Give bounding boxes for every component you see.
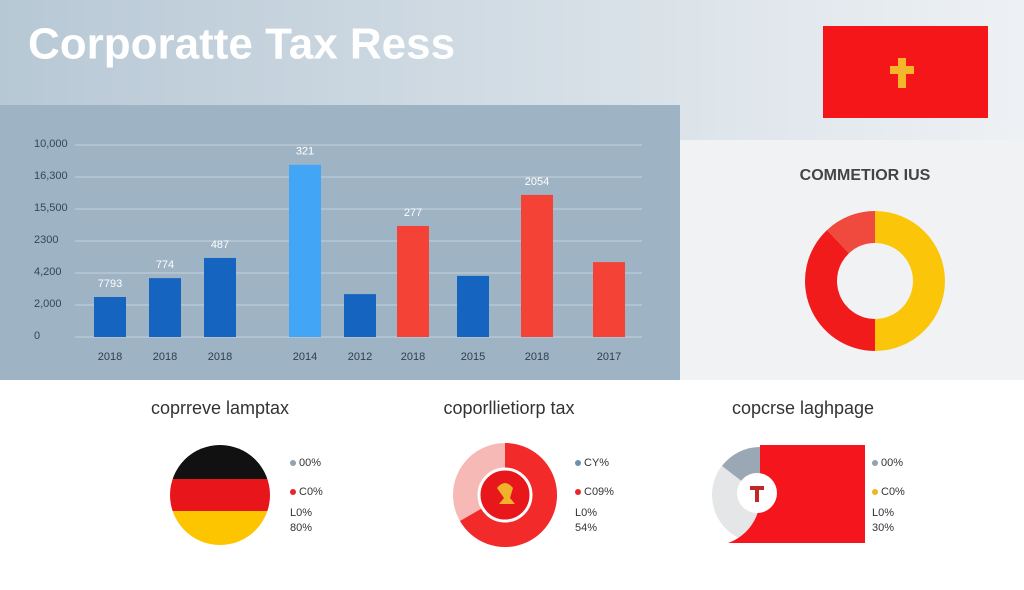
donut-title: COMMETIOR IUS <box>800 167 931 184</box>
x-tick-label: 2018 <box>525 351 549 363</box>
x-tick-label: 2018 <box>208 351 232 363</box>
bar <box>94 297 126 337</box>
data-label: 487 <box>211 239 229 251</box>
y-tick-label: 15,500 <box>34 202 68 214</box>
legend-label: C0% <box>881 486 905 498</box>
y-tick-label: 10,000 <box>34 138 68 150</box>
donut-segment <box>875 211 945 351</box>
y-tick-label: 2,000 <box>34 298 62 310</box>
x-tick-label: 2012 <box>348 351 372 363</box>
bar <box>289 164 321 337</box>
legend-label: L0% <box>290 507 312 519</box>
legend-label: C09% <box>584 486 614 498</box>
flag-circle <box>170 445 270 545</box>
panel-title: copcrse laghpage <box>732 398 874 418</box>
bar <box>457 275 489 337</box>
pie-emblem <box>750 486 764 502</box>
page-title: Corporatte Tax Ress <box>28 20 455 69</box>
y-tick-label: 16,300 <box>34 170 68 182</box>
data-label: 7793 <box>98 278 122 290</box>
pie-block <box>728 445 865 543</box>
data-label: 774 <box>156 259 174 271</box>
legend-label: C0% <box>299 486 323 498</box>
legend-label: 00% <box>299 457 321 469</box>
legend-label: L0% <box>575 507 597 519</box>
ring-emblem <box>497 483 515 504</box>
legend-label: CY% <box>584 457 609 469</box>
bar-panel <box>0 105 680 380</box>
legend-dot <box>872 489 878 495</box>
y-tick-label: 0 <box>34 330 40 342</box>
legend-label: 54% <box>575 522 597 534</box>
bar <box>397 225 429 337</box>
flag <box>823 26 988 118</box>
x-tick-label: 2017 <box>597 351 621 363</box>
legend-label: 30% <box>872 522 894 534</box>
x-tick-label: 2018 <box>98 351 122 363</box>
bar <box>204 257 236 337</box>
y-tick-label: 4,200 <box>34 266 62 278</box>
x-tick-label: 2014 <box>293 351 317 363</box>
x-tick-label: 2018 <box>401 351 425 363</box>
bar <box>344 294 376 337</box>
bar <box>521 194 553 337</box>
legend-dot <box>290 460 296 466</box>
legend-dot <box>575 460 581 466</box>
bar <box>149 278 181 337</box>
legend-label: 00% <box>881 457 903 469</box>
legend-label: L0% <box>872 507 894 519</box>
donut-segment <box>805 229 875 351</box>
panel-title: coporllietiorp tax <box>443 398 574 418</box>
legend-dot <box>290 489 296 495</box>
data-label: 277 <box>404 207 422 219</box>
x-tick-label: 2018 <box>153 351 177 363</box>
legend-dot <box>872 460 878 466</box>
bar <box>593 262 625 337</box>
legend-dot <box>575 489 581 495</box>
donut-segment <box>827 211 875 254</box>
flag-emblem <box>890 58 914 88</box>
panel-title: coprreve lamptax <box>151 398 289 418</box>
data-label: 2054 <box>525 176 549 188</box>
y-tick-label: 2300 <box>34 234 58 246</box>
data-label: 321 <box>296 146 314 158</box>
legend-label: 80% <box>290 522 312 534</box>
x-tick-label: 2015 <box>461 351 485 363</box>
